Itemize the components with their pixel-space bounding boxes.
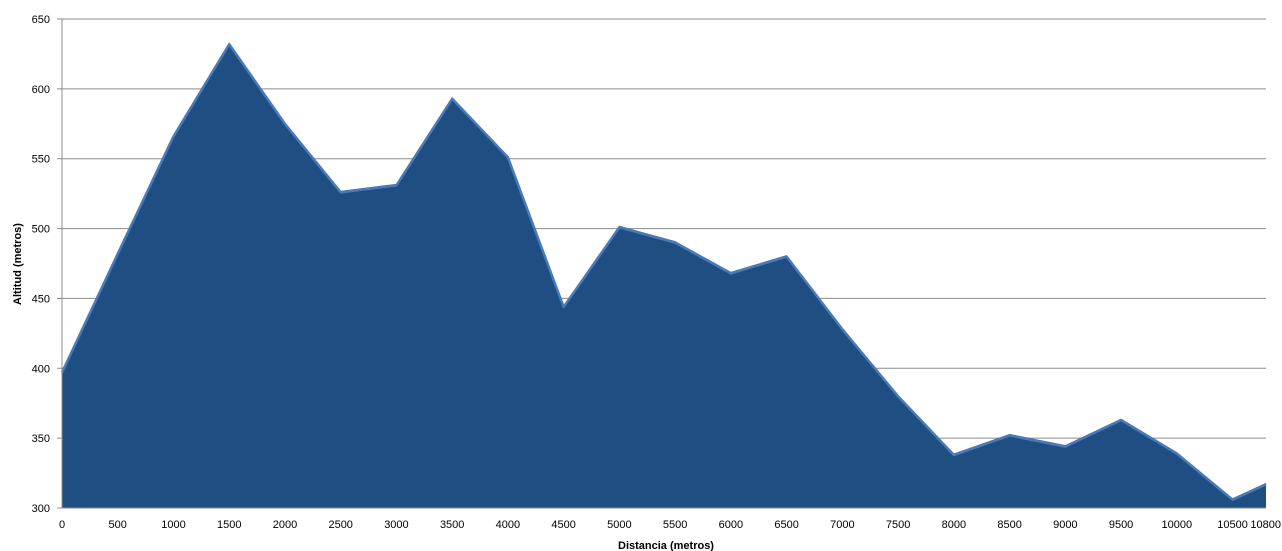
area-edge-highlight xyxy=(60,43,1267,501)
y-tick-label: 300 xyxy=(32,503,50,515)
x-tick-label: 5500 xyxy=(663,519,687,531)
x-tick-label: 0 xyxy=(59,519,65,531)
x-tick-label: 1500 xyxy=(217,519,241,531)
y-tick-label: 400 xyxy=(32,363,50,375)
x-tick-label: 3000 xyxy=(384,519,408,531)
area-series-0 xyxy=(62,42,1266,508)
x-tick-label: 10800 xyxy=(1250,519,1281,531)
y-tick-labels: 300 350 400 450 500 550 600 650 xyxy=(32,14,50,515)
y-tick-label: 450 xyxy=(32,293,50,305)
x-axis-title: Distancia (metros) xyxy=(618,540,714,551)
y-tick-label: 550 xyxy=(32,154,50,166)
x-tick-label: 8500 xyxy=(997,519,1021,531)
x-tick-label: 7000 xyxy=(830,519,854,531)
x-tick-label: 500 xyxy=(109,519,127,531)
x-tick-label: 10000 xyxy=(1162,519,1193,531)
x-tick-label: 3500 xyxy=(440,519,464,531)
x-tick-label: 6500 xyxy=(774,519,798,531)
x-tick-label: 2500 xyxy=(328,519,352,531)
axes xyxy=(57,18,1266,509)
x-tick-label: 2000 xyxy=(273,519,297,531)
y-tick-label: 350 xyxy=(32,433,50,445)
y-tick-label: 650 xyxy=(32,14,50,26)
x-tick-label: 10500 xyxy=(1217,519,1248,531)
x-tick-label: 9500 xyxy=(1109,519,1133,531)
x-tick-label: 7500 xyxy=(886,519,910,531)
x-tick-label: 1000 xyxy=(161,519,185,531)
plot-area xyxy=(60,42,1267,508)
y-tick-label: 600 xyxy=(32,84,50,96)
x-tick-label: 4000 xyxy=(496,519,520,531)
y-axis-title: Altitud (metros) xyxy=(12,223,24,305)
x-tick-label: 5000 xyxy=(607,519,631,531)
x-tick-labels: 0 500 1000 1500 2000 2500 3000 3500 4000 4500 5000… xyxy=(59,519,1281,531)
x-tick-label: 6000 xyxy=(719,519,743,531)
x-tick-label: 9000 xyxy=(1053,519,1077,531)
y-tick-label: 500 xyxy=(32,224,50,236)
x-tick-label: 8000 xyxy=(942,519,966,531)
x-tick-label: 4500 xyxy=(551,519,575,531)
